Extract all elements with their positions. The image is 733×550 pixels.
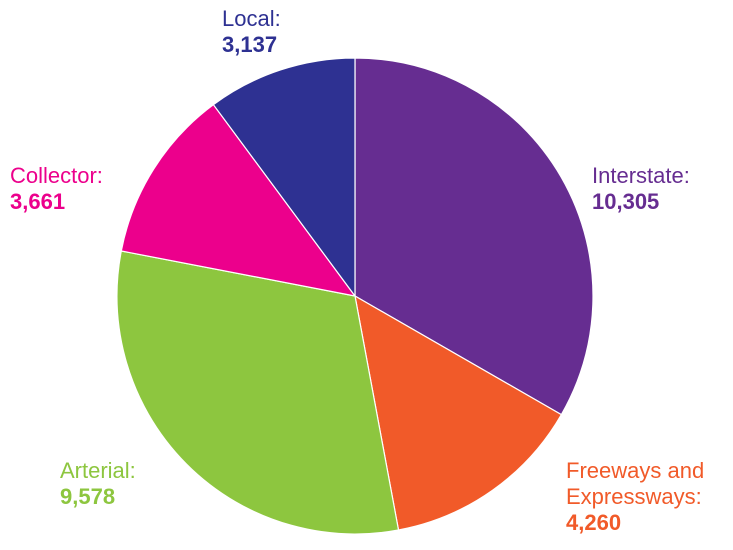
category-name: Collector: xyxy=(10,163,103,188)
value-label: 3,137 xyxy=(222,32,278,57)
pie-slice xyxy=(120,103,357,297)
pie-slice xyxy=(212,57,356,298)
category-name: Freeways and Expressways: xyxy=(566,458,705,509)
pie-slice xyxy=(354,57,594,416)
slice-label: Interstate: 10,305 xyxy=(592,163,732,215)
value-label: 9,578 xyxy=(60,484,116,509)
value-label: 3,661 xyxy=(10,189,66,214)
slice-label: Local: 3,137 xyxy=(222,6,342,58)
slice-label: Arterial: 9,578 xyxy=(60,458,200,510)
value-label: 10,305 xyxy=(592,189,660,214)
category-name: Local: xyxy=(222,6,281,31)
category-name: Arterial: xyxy=(60,458,136,483)
category-name: Interstate: xyxy=(592,163,690,188)
slice-label: Freeways and Expressways: 4,260 xyxy=(566,458,731,536)
pie-slice xyxy=(116,250,400,535)
slice-label: Collector: 3,661 xyxy=(10,163,150,215)
pie-slice xyxy=(354,294,563,531)
value-label: 4,260 xyxy=(566,510,622,535)
